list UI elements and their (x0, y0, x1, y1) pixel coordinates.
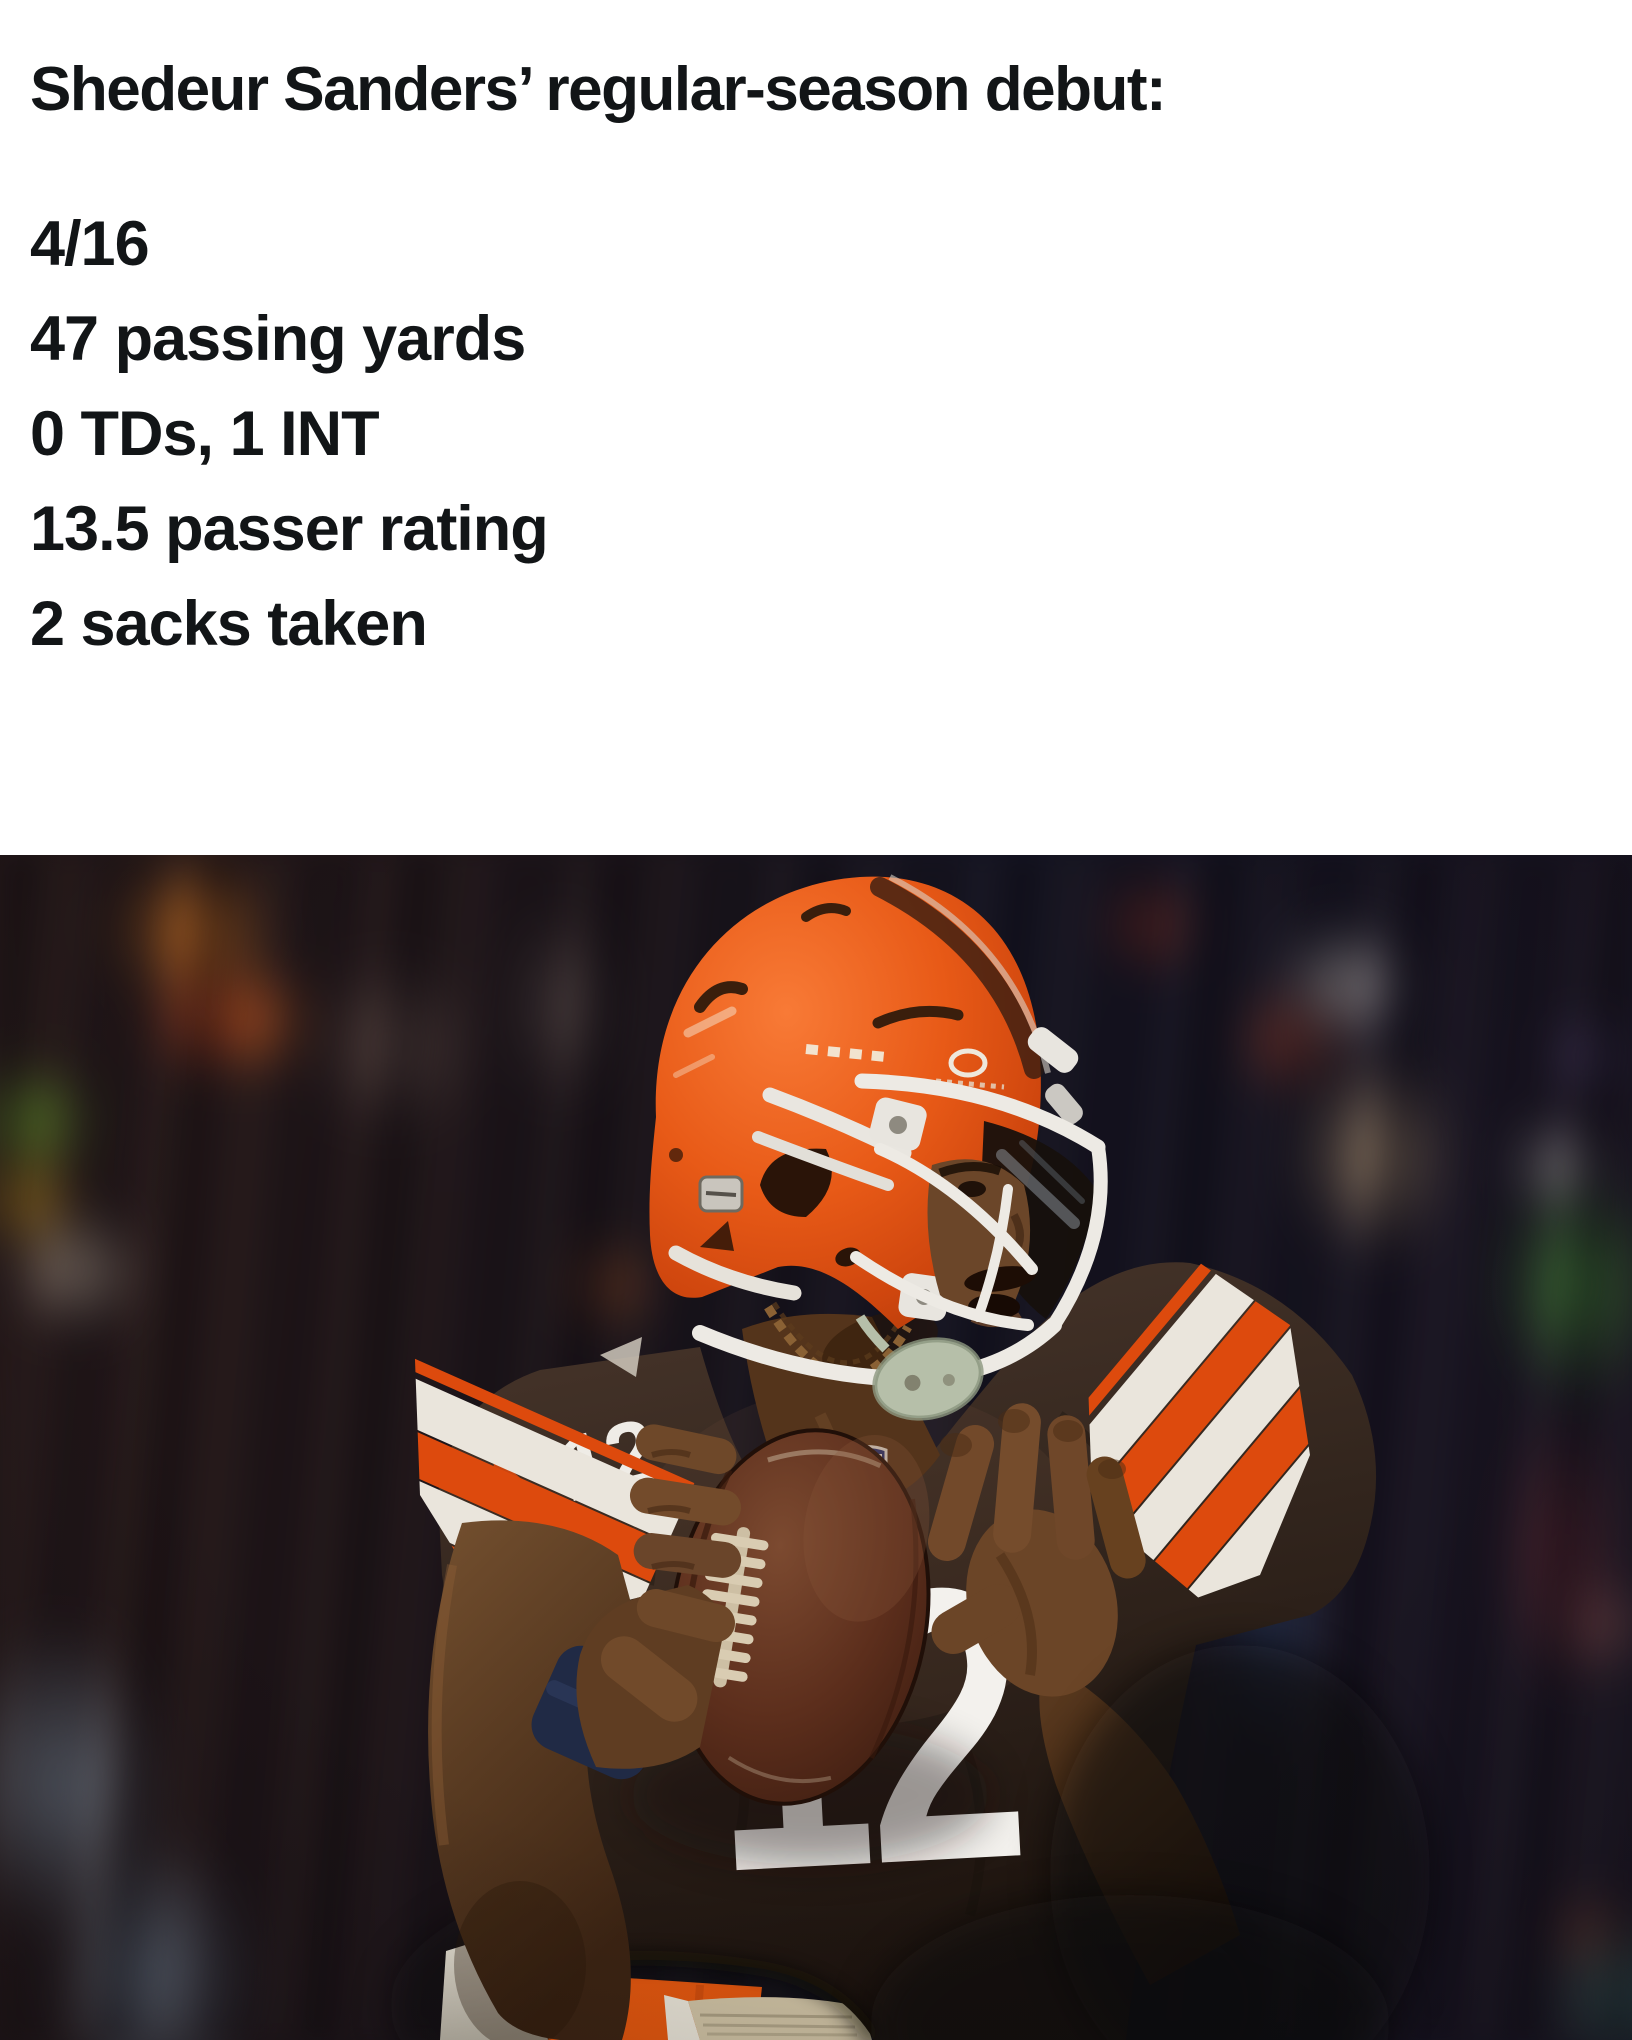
right-hand (576, 1424, 742, 1769)
towel (664, 1995, 872, 2040)
player-photo: 12 (0, 855, 1632, 2040)
stat-tds-ints: 0 TDs, 1 INT (30, 399, 380, 469)
stat-passing-yards: 47 passing yards (30, 304, 526, 374)
visor-brand-icon (948, 1048, 988, 1078)
stat-list: 4/16 47 passing yards 0 TDs, 1 INT 13.5 … (30, 197, 1604, 672)
helmet-decal-dots (805, 1044, 887, 1062)
helmet (649, 874, 1108, 1421)
stat-sacks: 2 sacks taken (30, 589, 428, 659)
chin-cup (872, 1337, 984, 1421)
photo-vignette (0, 855, 1632, 2040)
football (668, 1428, 931, 1806)
chin-cup-strap (855, 1314, 890, 1353)
stat-completions: 4/16 (30, 209, 150, 279)
player-illustration: 12 (390, 874, 1430, 2040)
stat-passer-rating: 13.5 passer rating (30, 494, 549, 564)
facemask-clip-upper (869, 1097, 927, 1151)
shadow-bottom (870, 1895, 1390, 2040)
helmet-vents (694, 903, 964, 1029)
collar-wedge (600, 1337, 642, 1377)
stat-text-block: Shedeur Sanders’ regular-season debut: 4… (0, 0, 1632, 855)
post-title: Shedeur Sanders’ regular-season debut: (30, 55, 1167, 124)
